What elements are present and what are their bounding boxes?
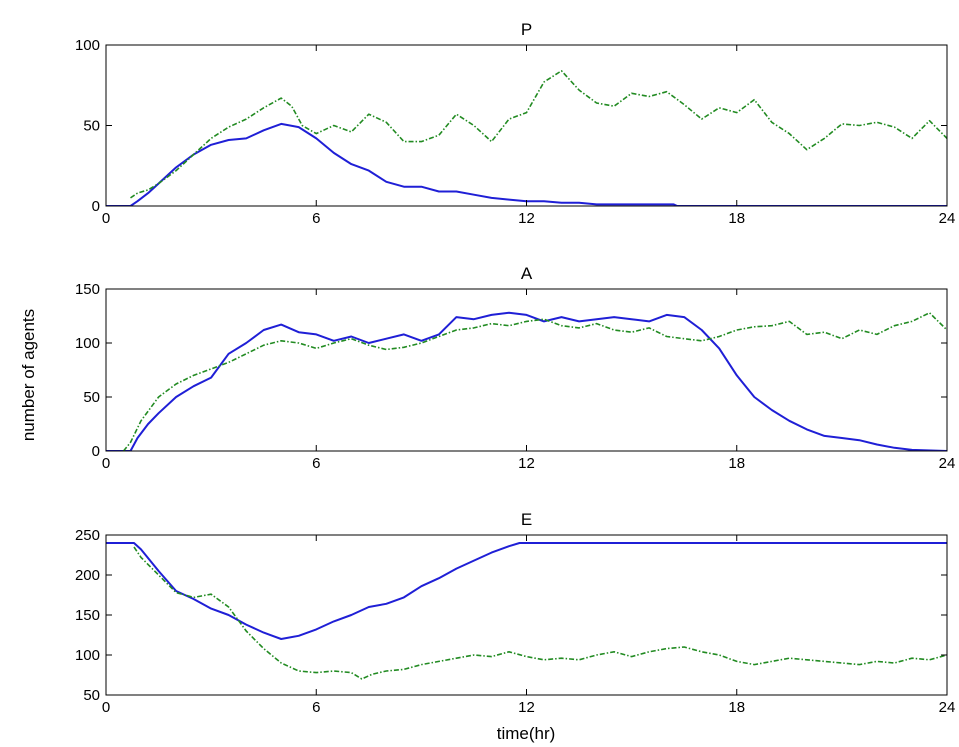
- panel-e-xtick-label-6: 6: [312, 699, 320, 716]
- panel-a: A 0 6 12 18 24 0 50 100 150: [75, 264, 955, 472]
- panel-a-frame: [105, 288, 948, 452]
- y-axis-label: number of agents: [19, 309, 38, 441]
- panel-e-series-2-line: [133, 546, 947, 680]
- panel-p-xtick-label-0: 0: [102, 210, 110, 227]
- panel-e-xtick-label-12: 12: [518, 699, 535, 716]
- panel-e-ytick-label-100: 100: [75, 647, 100, 664]
- panel-p-series-2-line: [130, 70, 947, 199]
- panel-a-title: A: [521, 264, 533, 283]
- panel-a-ytick-label-150: 150: [75, 281, 100, 298]
- panel-a-xtick-label-24: 24: [939, 455, 956, 472]
- panel-e: E 0 6 12 18 24 50 100 150 200 250: [75, 510, 955, 716]
- panel-e-ytick-label-200: 200: [75, 567, 100, 584]
- panel-a-xtick-label-0: 0: [102, 455, 110, 472]
- panel-a-xtick-label-18: 18: [728, 455, 745, 472]
- panel-p-ytick-label-100: 100: [75, 37, 100, 54]
- panel-p: P 0 6 12 18 24 0 50 100: [75, 20, 955, 227]
- panel-p-xtick-label-24: 24: [939, 210, 956, 227]
- panel-a-xtick-label-12: 12: [518, 455, 535, 472]
- panel-p-frame: [105, 44, 948, 207]
- panel-e-title: E: [521, 510, 532, 529]
- panel-p-series-1-line: [106, 122, 947, 206]
- panel-a-series-1-line: [106, 311, 947, 451]
- panel-p-xtick-label-12: 12: [518, 210, 535, 227]
- panel-e-series-1-line: [106, 542, 947, 640]
- panel-a-ytick-label-50: 50: [83, 389, 100, 406]
- panel-a-series-2-line: [122, 311, 947, 451]
- panel-p-ytick-label-50: 50: [83, 118, 100, 135]
- panel-e-xtick-label-0: 0: [102, 699, 110, 716]
- panel-e-xtick-label-24: 24: [939, 699, 956, 716]
- x-axis-label: time(hr): [497, 724, 556, 743]
- panel-p-xtick-label-6: 6: [312, 210, 320, 227]
- panel-a-xtick-label-6: 6: [312, 455, 320, 472]
- panel-e-ytick-label-50: 50: [83, 687, 100, 704]
- panel-a-ytick-label-100: 100: [75, 335, 100, 352]
- panel-e-frame: [105, 534, 948, 696]
- panel-e-xtick-label-18: 18: [728, 699, 745, 716]
- panel-p-ytick-label-0: 0: [92, 198, 100, 215]
- panel-e-ytick-label-150: 150: [75, 607, 100, 624]
- panel-a-ytick-label-0: 0: [92, 443, 100, 460]
- panel-p-xtick-label-18: 18: [728, 210, 745, 227]
- panel-e-ytick-label-250: 250: [75, 527, 100, 544]
- panel-p-title: P: [521, 20, 532, 39]
